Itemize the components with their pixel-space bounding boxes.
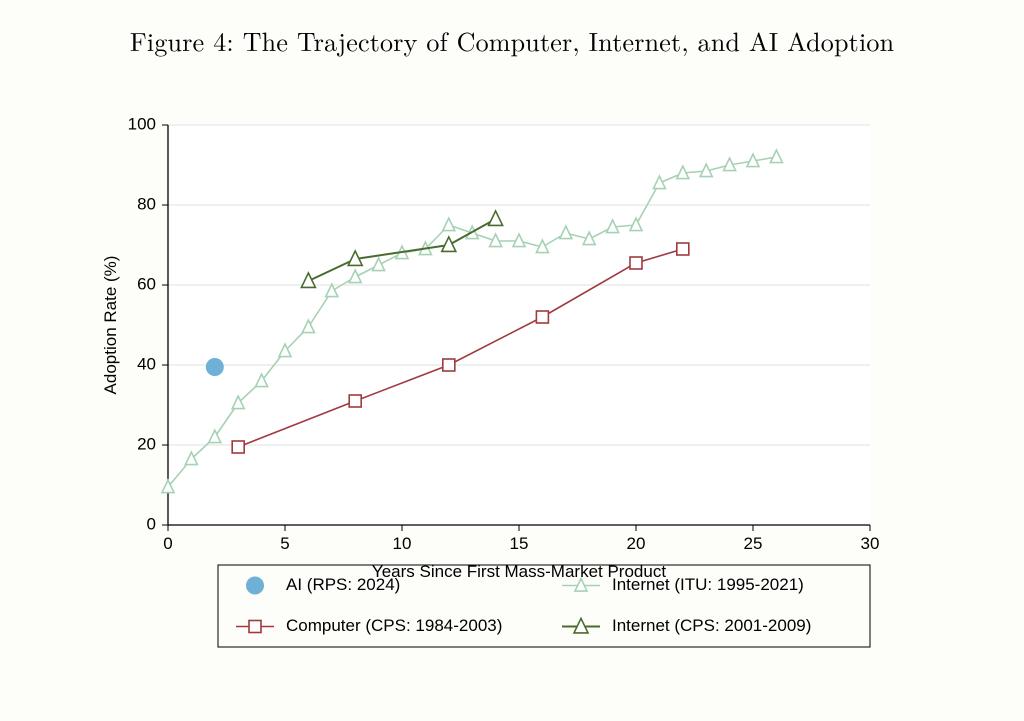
svg-text:15: 15 (510, 534, 529, 553)
svg-text:0: 0 (147, 514, 156, 533)
figure-title: Figure 4: The Trajectory of Computer, In… (0, 22, 1024, 59)
svg-text:Internet (CPS: 2001-2009): Internet (CPS: 2001-2009) (612, 616, 811, 635)
legend-item-internet_cps: Internet (CPS: 2001-2009) (562, 616, 811, 635)
figure-page: Figure 4: The Trajectory of Computer, In… (0, 0, 1024, 721)
legend-item-ai: AI (RPS: 2024) (246, 575, 400, 595)
svg-text:100: 100 (128, 114, 156, 133)
svg-text:40: 40 (137, 354, 156, 373)
svg-text:Adoption Rate (%): Adoption Rate (%) (101, 256, 120, 395)
chart-container: 020406080100051015202530Years Since Firs… (90, 95, 970, 655)
svg-text:80: 80 (137, 194, 156, 213)
svg-text:10: 10 (393, 534, 412, 553)
adoption-chart: 020406080100051015202530Years Since Firs… (90, 95, 970, 655)
svg-text:60: 60 (137, 274, 156, 293)
svg-text:30: 30 (861, 534, 880, 553)
legend-item-computer: Computer (CPS: 1984-2003) (236, 616, 502, 635)
svg-text:Computer (CPS: 1984-2003): Computer (CPS: 1984-2003) (286, 616, 502, 635)
svg-text:Internet (ITU: 1995-2021): Internet (ITU: 1995-2021) (612, 575, 804, 594)
svg-text:25: 25 (744, 534, 763, 553)
svg-text:5: 5 (280, 534, 289, 553)
svg-text:0: 0 (163, 534, 172, 553)
svg-text:20: 20 (627, 534, 646, 553)
series-ai (206, 358, 224, 376)
svg-text:AI (RPS: 2024): AI (RPS: 2024) (286, 575, 400, 594)
svg-text:20: 20 (137, 434, 156, 453)
